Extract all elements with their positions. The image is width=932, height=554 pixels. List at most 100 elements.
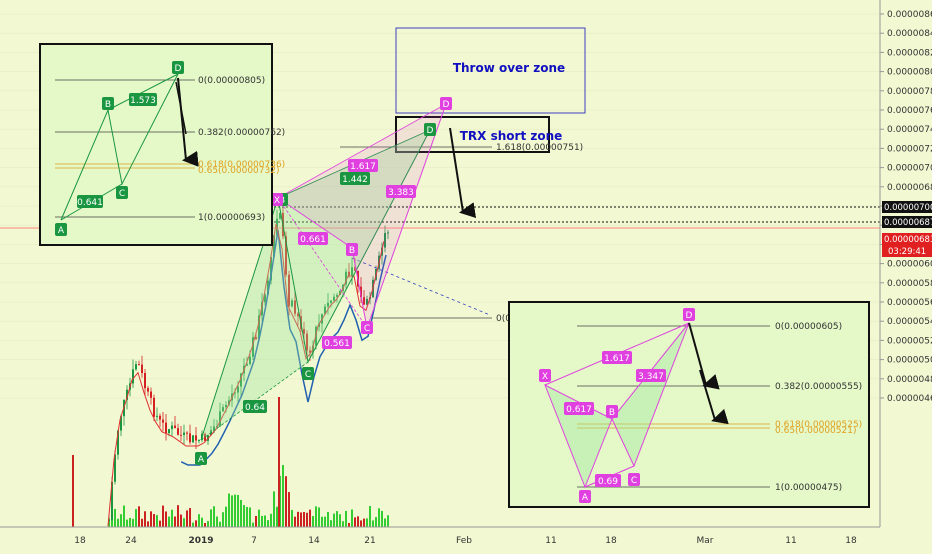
volume-bar [228, 493, 230, 527]
gartley-fill-1 [201, 198, 308, 440]
candle-body [234, 392, 236, 394]
y-tick-label: 0.00000500 [887, 356, 932, 366]
short-zone[interactable] [395, 116, 550, 153]
fib-ext-label: 1.618(0.00000751) [496, 143, 583, 153]
gartley-label-c: C [302, 367, 314, 380]
volume-bar [252, 522, 254, 527]
volume-bar [123, 505, 125, 527]
y-tick-label: 0.00000580 [887, 279, 932, 289]
y-tick-label: 0.00000720 [887, 144, 932, 154]
svg-text:D: D [443, 100, 450, 110]
volume-bar [129, 517, 131, 527]
volume-bar [330, 520, 332, 527]
candle-body [258, 315, 260, 340]
gartley-label-a: A [195, 452, 207, 465]
candle-body [297, 313, 299, 317]
svg-text:0.618(0.00000525): 0.618(0.00000525) [775, 420, 862, 430]
volume-bar [309, 509, 311, 527]
candle-body [246, 363, 248, 366]
volume-bar [339, 514, 341, 527]
svg-text:0.382(0.00000762): 0.382(0.00000762) [198, 128, 285, 138]
volume-bar [327, 511, 329, 527]
volume-bar [243, 505, 245, 527]
y-tick-label: 0.00000540 [887, 317, 932, 327]
svg-text:0.69: 0.69 [598, 477, 618, 487]
svg-text:0.641: 0.641 [77, 198, 103, 208]
volume-bar [240, 499, 242, 527]
candle-body [225, 404, 227, 408]
candle-body [162, 419, 164, 423]
moving-average-red [107, 223, 385, 527]
x-tick-label: 18 [845, 536, 857, 546]
volume-bar [159, 520, 161, 527]
candle-body [267, 280, 269, 295]
candle-body [255, 337, 257, 340]
volume-bar [171, 509, 173, 527]
svg-text:0.561: 0.561 [324, 339, 350, 349]
candle-body [348, 271, 350, 277]
throw-over-zone[interactable] [395, 27, 586, 114]
svg-text:0(0.00000605): 0(0.00000605) [775, 322, 842, 332]
svg-text:1(0.00000475): 1(0.00000475) [775, 483, 842, 493]
y-tick-label: 0.00000740 [887, 125, 932, 135]
butterfly-label-b: B [346, 243, 358, 256]
candle-body [138, 364, 140, 366]
candle-body [213, 426, 215, 431]
volume-bar [372, 520, 374, 527]
volume-bar [237, 494, 239, 527]
svg-text:0.64: 0.64 [245, 403, 265, 413]
volume-bar [300, 512, 302, 527]
candle-body [285, 236, 287, 275]
volume-bar [324, 516, 326, 527]
volume-bar [312, 516, 314, 527]
candle-body [363, 297, 365, 305]
volume-bar [141, 518, 143, 527]
volume-bar [165, 511, 167, 527]
volume-bar [117, 518, 119, 527]
svg-text:A: A [198, 455, 205, 465]
volume-bar [264, 515, 266, 527]
inset-abcd[interactable]: 0(0.00000805) 0.382(0.00000762) 0.618(0.… [39, 43, 285, 246]
volume-bar [357, 516, 359, 527]
volume-bar [267, 520, 269, 527]
y-tick-label: 0.00000480 [887, 375, 932, 385]
volume-bar [306, 512, 308, 527]
gartley-label-d: D [424, 123, 436, 136]
candle-body [126, 389, 128, 400]
x-tick-label: Mar [697, 536, 714, 546]
candle-body [366, 298, 368, 305]
volume-bar [213, 506, 215, 527]
gartley-ratio-cd: 1.442 [340, 172, 370, 185]
candle-body [303, 329, 305, 334]
svg-text:1.442: 1.442 [342, 175, 368, 185]
badge-current: 0.00000683 [882, 233, 932, 245]
svg-text:0.617: 0.617 [566, 405, 592, 415]
volume-bar [303, 512, 305, 527]
candle-body [120, 416, 122, 431]
volume-bar [219, 521, 221, 527]
volume-bar [348, 522, 350, 527]
candle-body [261, 302, 263, 316]
volume-bar [153, 514, 155, 527]
volume-bar [168, 516, 170, 527]
x-tick-label: 21 [364, 536, 375, 546]
volume-bar [147, 521, 149, 527]
svg-text:D: D [686, 311, 693, 321]
volume-bar [258, 509, 260, 527]
volume-bar [321, 516, 323, 527]
volume-bar [315, 506, 317, 527]
inset-xabcd[interactable]: 0(0.00000605) 0.382(0.00000555) 0.618(0.… [508, 301, 870, 508]
volume-bar [225, 506, 227, 527]
candle-body [141, 364, 143, 374]
candle-body [330, 300, 332, 303]
volume-bar [126, 519, 128, 527]
volume-bar [366, 518, 368, 527]
butterfly-xd [277, 103, 447, 199]
x-tick-label: 2019 [188, 536, 213, 546]
badge-countdown: 03:29:41 [882, 245, 932, 257]
butterfly-label-x: X [271, 193, 283, 206]
x-tick-label: 7 [251, 536, 257, 546]
candle-body [195, 435, 197, 441]
volume-bar [195, 520, 197, 527]
